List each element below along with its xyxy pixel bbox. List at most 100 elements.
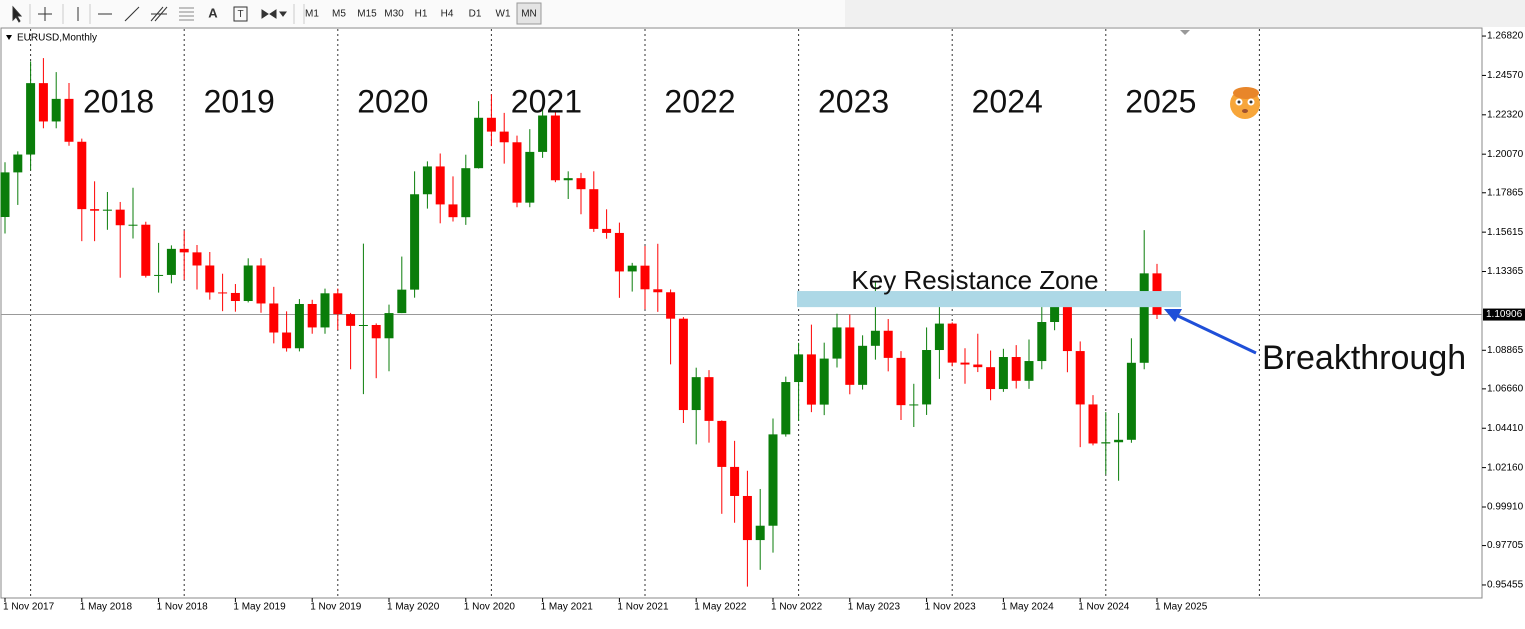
candle-body — [922, 350, 932, 405]
candle-body — [730, 466, 740, 496]
candle-body — [998, 357, 1008, 390]
candle-body — [512, 142, 522, 203]
candle-body — [474, 117, 484, 169]
emoji-pupil — [1249, 100, 1253, 104]
candle-body — [960, 362, 970, 365]
candle-body — [346, 314, 356, 326]
x-tick-label: 1 May 2022 — [694, 602, 747, 613]
candle-body — [563, 178, 573, 181]
candle-body — [742, 495, 752, 541]
candle-body — [602, 228, 612, 233]
timeframe-button[interactable]: H4 — [441, 9, 454, 20]
candle-body — [282, 332, 292, 349]
chart-shift-marker[interactable] — [1180, 30, 1190, 35]
candle-body — [90, 209, 100, 211]
timeframe-button[interactable]: M15 — [357, 9, 377, 20]
x-tick-label: 1 Nov 2019 — [310, 602, 362, 613]
candle-body — [947, 323, 957, 363]
candle-body — [666, 292, 676, 319]
candle-body — [422, 166, 432, 195]
candle-body — [320, 293, 330, 328]
separators: 1.26820 1.24570 1.22320 1.20070 1.17865 1.156… — [1, 29, 1524, 613]
candle-body — [269, 303, 279, 333]
emoji — [1230, 87, 1260, 119]
x-tick-label: 1 May 2018 — [80, 602, 133, 613]
current-price-box — [1483, 308, 1525, 321]
x-tick-label: 1 Nov 2022 — [771, 602, 823, 613]
candle-body — [154, 274, 164, 276]
candle-body — [486, 117, 496, 132]
candles — [0, 58, 1162, 587]
candle-body — [1139, 273, 1149, 363]
candle-body — [550, 115, 560, 181]
candle-body — [77, 141, 87, 210]
x-tick-label: 1 May 2025 — [1155, 602, 1208, 613]
candle-body — [576, 178, 586, 190]
x-tick-label: 1 Nov 2021 — [617, 602, 669, 613]
text-tool[interactable]: A — [208, 5, 218, 20]
x-tick-label: 1 May 2023 — [848, 602, 901, 613]
candle-body — [307, 303, 317, 328]
candle-body — [755, 525, 765, 541]
timeframe-button[interactable]: H1 — [415, 9, 428, 20]
cursor-icon[interactable] — [12, 5, 23, 23]
trendline-icon[interactable] — [124, 6, 140, 22]
candle-body — [1062, 306, 1072, 352]
candle-body — [704, 377, 714, 421]
channel-icon[interactable] — [150, 6, 168, 22]
y-tick-label: 1.13365 — [1487, 266, 1524, 277]
plot-area — [0, 27, 1483, 599]
y-tick-label: 0.99910 — [1487, 502, 1524, 513]
candle-body — [525, 151, 535, 203]
candle-body — [51, 98, 61, 122]
timeframe-button[interactable]: W1 — [496, 9, 511, 20]
year-label: 2019 — [204, 83, 275, 119]
label-tool[interactable]: T — [237, 9, 243, 20]
candle-body — [627, 265, 637, 272]
candle-body — [589, 189, 599, 229]
y-tick-label: 1.08865 — [1487, 345, 1524, 356]
arrow-head — [1164, 309, 1182, 322]
timeframe-button[interactable]: M30 — [384, 9, 404, 20]
resistance-zone — [797, 291, 1181, 308]
candle-body — [26, 83, 36, 155]
arrows-icon[interactable] — [261, 9, 287, 19]
candle-body — [1050, 306, 1060, 323]
candle-body — [1114, 439, 1124, 443]
crosshair-icon[interactable] — [38, 7, 52, 21]
emoji-mouth — [1242, 109, 1248, 113]
candle-body — [371, 324, 381, 339]
candle-body — [858, 345, 868, 385]
candle-body — [294, 303, 304, 349]
candle-body — [179, 248, 189, 253]
timeframe-button[interactable]: M1 — [305, 9, 319, 20]
y-tick-label: 0.95455 — [1487, 580, 1524, 591]
candle-body — [115, 209, 125, 226]
timeframe-button[interactable]: D1 — [469, 9, 482, 20]
x-tick-label: 1 Nov 2020 — [464, 602, 516, 613]
candle-body — [333, 293, 343, 315]
candle-body — [256, 265, 266, 304]
symbol-menu-arrow[interactable] — [6, 35, 12, 40]
candle-body — [499, 131, 509, 143]
candle-body — [38, 83, 48, 122]
toolbar-separator — [29, 4, 305, 24]
candle-body — [141, 224, 151, 276]
label-icon[interactable] — [233, 6, 248, 22]
candle-body — [806, 354, 816, 405]
candle-body — [794, 354, 804, 383]
y-tick-label: 0.97705 — [1487, 540, 1524, 551]
candle-body — [0, 172, 10, 218]
fibo-icon[interactable] — [179, 7, 194, 21]
candle-body — [691, 377, 701, 411]
timeframe-button[interactable]: M5 — [332, 9, 346, 20]
year-label: 2025 — [1125, 83, 1196, 119]
candle-body — [640, 265, 650, 290]
candle-body — [934, 323, 944, 351]
candle-body — [410, 194, 420, 290]
timeframe-button[interactable]: MN — [521, 9, 537, 20]
candle-body — [781, 382, 791, 435]
active-button[interactable] — [516, 2, 542, 25]
x-tick-label: 1 Nov 2023 — [925, 602, 977, 613]
candle-body — [653, 289, 663, 293]
